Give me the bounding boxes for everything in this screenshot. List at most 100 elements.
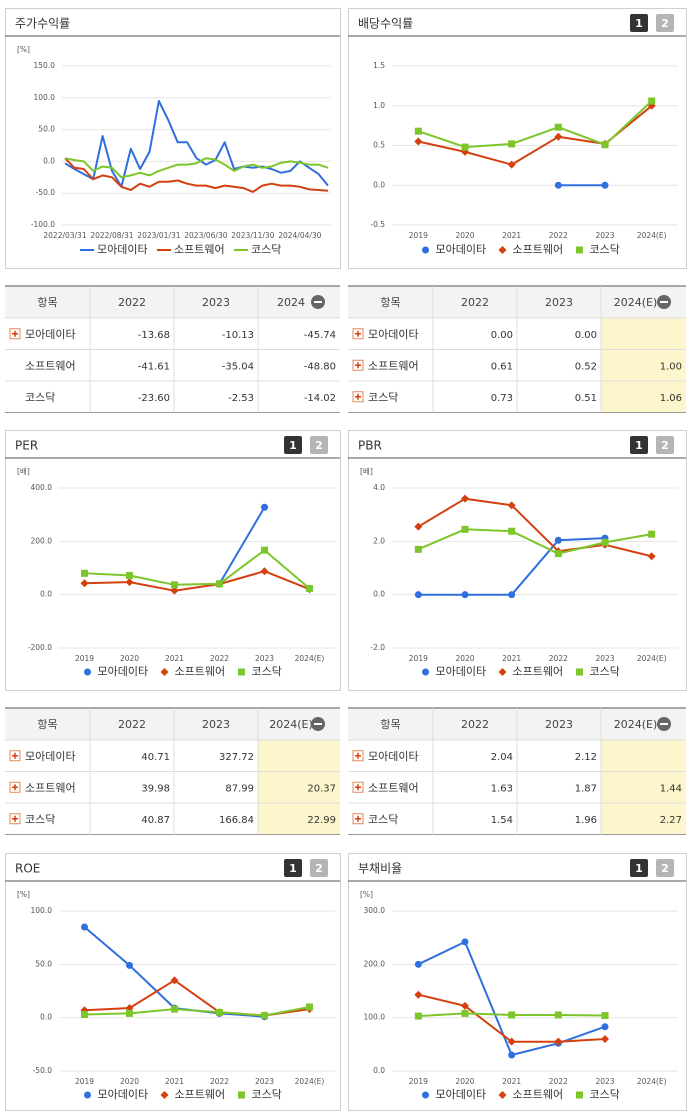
data-point bbox=[508, 591, 516, 599]
row-label: 코스닥 bbox=[368, 813, 398, 826]
tab-button-label[interactable]: 1 bbox=[635, 862, 643, 875]
y-tick-label: 0.0 bbox=[43, 156, 55, 165]
x-tick-label: 2024(E) bbox=[295, 1077, 325, 1086]
y-tick-label: 400.0 bbox=[31, 483, 53, 492]
legend-item: 소프트웨어 bbox=[157, 243, 225, 256]
legend-item: 모아데이타 bbox=[80, 243, 148, 256]
x-tick-label: 2019 bbox=[409, 654, 428, 663]
data-point bbox=[81, 923, 88, 931]
highlight-column bbox=[258, 740, 340, 835]
unit-label: [배] bbox=[360, 467, 373, 476]
expand-icon-plus[interactable] bbox=[355, 752, 361, 759]
legend-item: 소프트웨어 bbox=[160, 1088, 225, 1101]
y-tick-label: 0.0 bbox=[373, 180, 385, 189]
tab-button[interactable] bbox=[630, 436, 648, 454]
legend-label: 코스닥 bbox=[590, 243, 620, 256]
data-point bbox=[601, 1035, 609, 1043]
data-point bbox=[554, 181, 562, 189]
legend-label: 코스닥 bbox=[590, 665, 620, 678]
tab-button-label[interactable]: 1 bbox=[635, 439, 643, 452]
tab-button-label[interactable]: 1 bbox=[289, 439, 297, 452]
x-tick-label: 2024(E) bbox=[637, 1077, 667, 1086]
tab-button[interactable] bbox=[656, 436, 674, 454]
data-point bbox=[461, 938, 469, 946]
expand-icon-plus[interactable] bbox=[12, 330, 18, 337]
panel-title: 주가수익률 bbox=[15, 17, 70, 31]
x-tick-label: 2022 bbox=[549, 231, 568, 240]
collapse-icon-bar[interactable] bbox=[660, 723, 668, 725]
data-point bbox=[126, 1009, 133, 1017]
x-tick-label: 2024(E) bbox=[637, 654, 667, 663]
cell-value: 0.73 bbox=[491, 393, 513, 404]
tab-button[interactable] bbox=[284, 859, 302, 877]
tab-button-label[interactable]: 2 bbox=[661, 439, 669, 452]
x-tick-label: 2022 bbox=[549, 1077, 568, 1086]
cell-value: 87.99 bbox=[225, 783, 254, 794]
y-tick-label: 100.0 bbox=[31, 906, 53, 915]
legend-marker bbox=[422, 1091, 429, 1099]
tab-button[interactable] bbox=[630, 859, 648, 877]
x-tick-label: 2022 bbox=[210, 1077, 229, 1086]
x-tick-label: 2021 bbox=[165, 1077, 184, 1086]
y-tick-label: 200.0 bbox=[31, 536, 53, 545]
expand-icon-plus[interactable] bbox=[355, 330, 361, 337]
data-point bbox=[81, 569, 88, 577]
y-tick-label: -50.0 bbox=[36, 188, 56, 197]
tab-button[interactable] bbox=[630, 14, 648, 32]
series-line bbox=[84, 570, 310, 592]
x-tick-label: 2021 bbox=[502, 654, 521, 663]
expand-icon-plus[interactable] bbox=[355, 815, 361, 822]
cell-value: -23.60 bbox=[138, 393, 170, 404]
panel bbox=[348, 430, 687, 691]
tab-button-label[interactable]: 1 bbox=[289, 862, 297, 875]
data-point bbox=[507, 501, 516, 510]
tab-button-label[interactable]: 2 bbox=[315, 439, 323, 452]
collapse-icon-bar[interactable] bbox=[314, 723, 322, 725]
tab-button-label[interactable]: 2 bbox=[661, 862, 669, 875]
tab-button[interactable] bbox=[656, 14, 674, 32]
data-point bbox=[601, 1023, 609, 1031]
y-tick-label: -0.5 bbox=[370, 220, 385, 229]
column-header: 2022 bbox=[461, 718, 489, 731]
legend-marker bbox=[238, 1091, 245, 1099]
tab-button-label[interactable]: 2 bbox=[315, 862, 323, 875]
cell-value: 40.71 bbox=[141, 752, 170, 763]
tab-button[interactable] bbox=[310, 436, 328, 454]
expand-icon-plus[interactable] bbox=[12, 784, 18, 791]
collapse-icon-bar[interactable] bbox=[660, 301, 668, 303]
cell-value: 0.51 bbox=[575, 393, 597, 404]
legend-label: 모아데이타 bbox=[98, 1088, 149, 1101]
data-point bbox=[261, 503, 268, 511]
expand-icon-plus[interactable] bbox=[355, 393, 361, 400]
expand-icon-plus[interactable] bbox=[12, 815, 18, 822]
y-tick-label: 50.0 bbox=[38, 125, 55, 134]
data-point bbox=[461, 1001, 469, 1010]
collapse-icon-bar[interactable] bbox=[314, 301, 322, 303]
legend-marker bbox=[160, 668, 169, 676]
data-point bbox=[648, 97, 656, 105]
x-tick-label: 2019 bbox=[409, 231, 428, 240]
tab-button[interactable] bbox=[656, 859, 674, 877]
tab-button[interactable] bbox=[310, 859, 328, 877]
data-point bbox=[414, 127, 422, 135]
tab-button[interactable] bbox=[284, 436, 302, 454]
x-tick-label: 2023 bbox=[595, 654, 614, 663]
tab-button-label[interactable]: 2 bbox=[661, 17, 669, 30]
tab-button-label[interactable]: 1 bbox=[635, 17, 643, 30]
cell-value: 1.44 bbox=[660, 783, 682, 794]
expand-icon-plus[interactable] bbox=[12, 752, 18, 759]
data-point bbox=[461, 143, 469, 151]
x-tick-label: 2022 bbox=[210, 654, 229, 663]
row-label: 코스닥 bbox=[368, 391, 398, 404]
y-tick-label: 0.0 bbox=[40, 590, 52, 599]
column-header: 2023 bbox=[545, 718, 573, 731]
legend-item: 코스닥 bbox=[234, 243, 281, 256]
x-tick-label: 2020 bbox=[455, 654, 474, 663]
expand-icon-plus[interactable] bbox=[355, 784, 361, 791]
expand-icon-plus[interactable] bbox=[355, 362, 361, 369]
column-header: 2023 bbox=[202, 718, 230, 731]
column-header: 2022 bbox=[118, 718, 146, 731]
table-header-bg bbox=[5, 286, 340, 318]
data-point bbox=[414, 137, 423, 146]
legend-marker bbox=[422, 668, 429, 676]
